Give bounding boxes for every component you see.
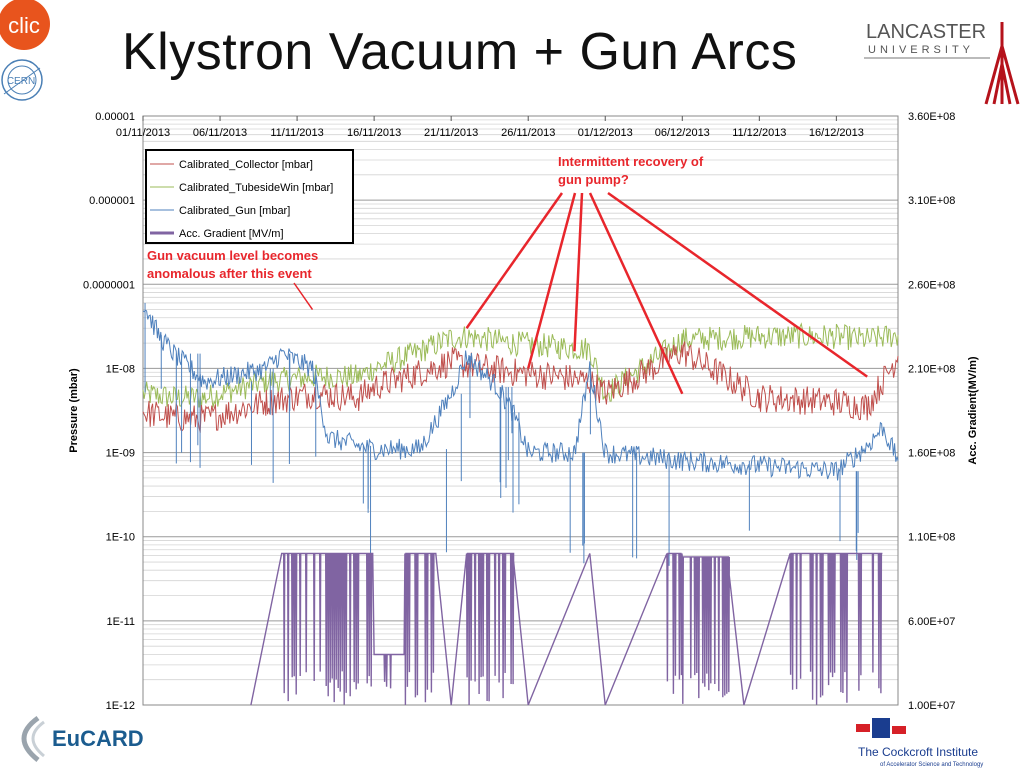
y-tick-label: 0.000001 xyxy=(89,195,135,207)
lancaster-university-logo: LANCASTER UNIVERSITY xyxy=(864,21,1020,105)
svg-text:CERN: CERN xyxy=(7,76,35,87)
annotation-text: gun pump? xyxy=(558,172,629,187)
slide-title: Klystron Vacuum + Gun Arcs xyxy=(122,23,798,81)
x-tick-label: 26/11/2013 xyxy=(501,127,555,139)
annotation-text: Intermittent recovery of xyxy=(558,154,704,169)
clic-logo: clic xyxy=(0,0,50,50)
series-line-gradient xyxy=(250,552,883,706)
y-tick-label: 1E-11 xyxy=(106,616,135,628)
annotation-arrow xyxy=(588,192,684,395)
y-tick-label: 1E-12 xyxy=(106,700,135,712)
legend-box xyxy=(145,149,354,244)
annotation-arrow xyxy=(607,191,868,378)
cockcroft-institute-logo: The Cockcroft Institute of Accelerator S… xyxy=(856,718,983,768)
chart-legend: Calibrated_Collector [mbar] Calibrated_Tu… xyxy=(145,149,354,244)
x-tick-label: 11/12/2013 xyxy=(732,127,786,139)
y-tick-label: 0.0000001 xyxy=(83,279,135,291)
y2-tick-label: 1.10E+08 xyxy=(908,532,955,544)
y2-tick-label: 2.60E+08 xyxy=(908,279,955,291)
y-axis-label: Pressure (mbar) xyxy=(68,368,80,453)
legend-entry: Calibrated_Gun [mbar] xyxy=(179,205,290,217)
plot-frame xyxy=(142,115,899,706)
y2-tick-label: 2.10E+08 xyxy=(908,363,955,375)
annotation-arrow xyxy=(293,282,314,311)
legend-entry: Calibrated_Collector [mbar] xyxy=(179,159,313,171)
svg-text:of Accelerator Science and Tec: of Accelerator Science and Technology xyxy=(880,762,983,768)
svg-text:The Cockcroft Institute: The Cockcroft Institute xyxy=(858,745,978,759)
x-tick-label: 01/11/2013 xyxy=(116,127,170,139)
annotation-text: anomalous after this event xyxy=(147,266,312,281)
svg-text:clic: clic xyxy=(8,13,40,38)
annotation-arrow xyxy=(465,192,564,330)
svg-text:LANCASTER: LANCASTER xyxy=(866,21,986,43)
x-tick-label: 16/12/2013 xyxy=(809,127,864,139)
series-line-gun xyxy=(142,309,899,481)
x-tick-label: 06/11/2013 xyxy=(193,127,247,139)
x-tick-label: 16/11/2013 xyxy=(347,127,401,139)
svg-text:EuCARD: EuCARD xyxy=(52,726,144,751)
annotation-text: Gun vacuum level becomes xyxy=(147,248,318,263)
y2-tick-label: 6.00E+07 xyxy=(908,616,955,628)
chart-grid xyxy=(143,119,898,706)
cern-logo: CERN xyxy=(1,59,43,101)
y2-tick-label: 3.10E+08 xyxy=(908,195,955,207)
annotation-arrow xyxy=(573,192,584,352)
y-tick-label: 1E-09 xyxy=(106,448,135,460)
y-tick-label: 1E-08 xyxy=(106,363,135,375)
svg-text:UNIVERSITY: UNIVERSITY xyxy=(868,44,974,56)
annotation-gun-pump: Intermittent recovery of gun pump? xyxy=(465,154,868,395)
x-tick-label: 21/11/2013 xyxy=(424,127,478,139)
y2-axis-label: Acc. Gradient(MV/m) xyxy=(967,356,979,465)
y-tick-label: 0.00001 xyxy=(95,111,135,123)
y2-tick-label: 1.00E+07 xyxy=(908,700,955,712)
eucard-logo: EuCARD xyxy=(21,715,144,762)
x-tick-label: 11/11/2013 xyxy=(270,127,323,139)
y-tick-label: 1E-10 xyxy=(106,532,135,544)
annotation-gun-vacuum: Gun vacuum level becomes anomalous after … xyxy=(147,248,318,311)
x-tick-label: 06/12/2013 xyxy=(655,127,710,139)
legend-entry: Acc. Gradient [MV/m] xyxy=(179,228,284,240)
x-tick-label: 01/12/2013 xyxy=(578,127,633,139)
y2-tick-label: 3.60E+08 xyxy=(908,111,955,123)
legend-entry: Calibrated_TubesideWin [mbar] xyxy=(179,182,333,194)
series-line-tubeside xyxy=(142,322,899,408)
vacuum-gradient-chart: 01/11/2013 06/11/2013 11/11/2013 16/11/2013… xyxy=(68,111,979,712)
series-line-collector xyxy=(142,341,899,433)
annotation-arrow xyxy=(526,192,577,369)
y2-tick-label: 1.60E+08 xyxy=(908,448,955,460)
